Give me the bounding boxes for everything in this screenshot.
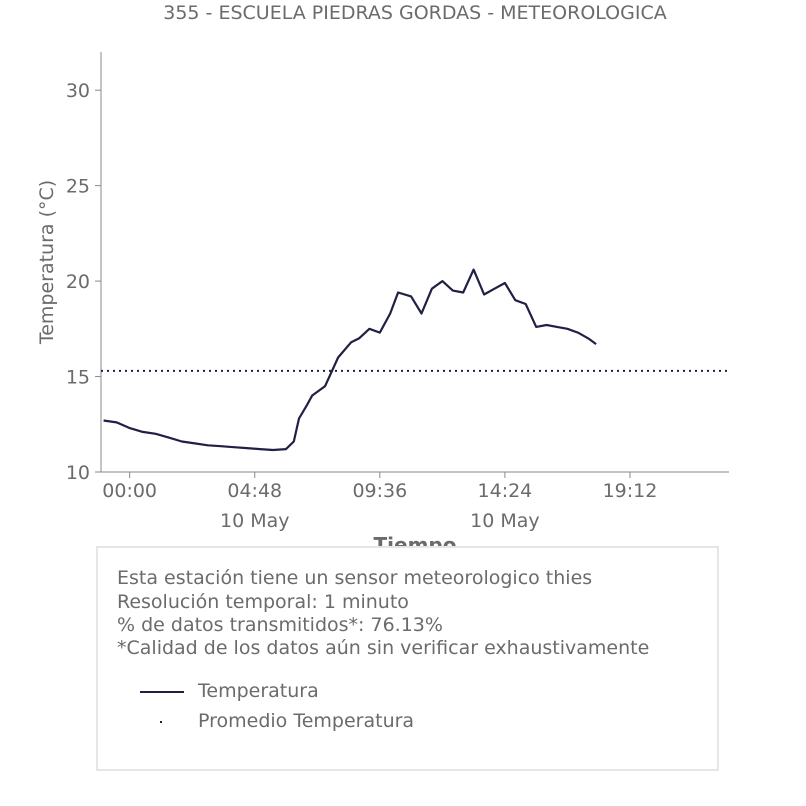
y-tick-label: 10 bbox=[66, 462, 90, 484]
legend-average-swatch bbox=[160, 721, 162, 723]
x-tick-label: 09:36 bbox=[352, 480, 407, 502]
y-tick-label: 25 bbox=[66, 176, 90, 198]
ticks: 10 15 20 25 30 00:00 04:48 10 May 09:36 14:24 10 M… bbox=[66, 80, 658, 532]
axes bbox=[100, 52, 729, 473]
y-tick-label: 20 bbox=[66, 271, 90, 293]
x-tick-label: 19:12 bbox=[603, 480, 658, 502]
chart-title: 355 - ESCUELA PIEDRAS GORDAS - METEOROLO… bbox=[163, 2, 667, 24]
info-transmitted: % de datos transmitidos*: 76.13% bbox=[117, 614, 443, 636]
info-quality-note: *Calidad de los datos aún sin verificar … bbox=[117, 637, 650, 659]
series-layer bbox=[101, 268, 727, 452]
x-tick-label: 04:48 bbox=[227, 480, 282, 502]
y-tick-label: 30 bbox=[66, 80, 90, 102]
legend-temperature-swatch bbox=[140, 691, 184, 693]
x-tick-label: 00:00 bbox=[102, 480, 157, 502]
info-sensor: Esta estación tiene un sensor meteorolog… bbox=[117, 567, 593, 589]
x-tick-date-label: 10 May bbox=[470, 510, 540, 532]
y-axis-label: Temperatura (°C) bbox=[36, 179, 58, 345]
temperature-series-line bbox=[103, 268, 597, 452]
x-tick-date-label: 10 May bbox=[220, 510, 290, 532]
info-box: Esta estación tiene un sensor meteorolog… bbox=[96, 546, 719, 771]
legend-average-label: Promedio Temperatura bbox=[198, 710, 415, 732]
legend-temperature-label: Temperatura bbox=[198, 680, 319, 702]
x-tick-label: 14:24 bbox=[478, 480, 533, 502]
y-tick-label: 15 bbox=[66, 367, 90, 389]
info-resolution: Resolución temporal: 1 minuto bbox=[117, 591, 409, 613]
